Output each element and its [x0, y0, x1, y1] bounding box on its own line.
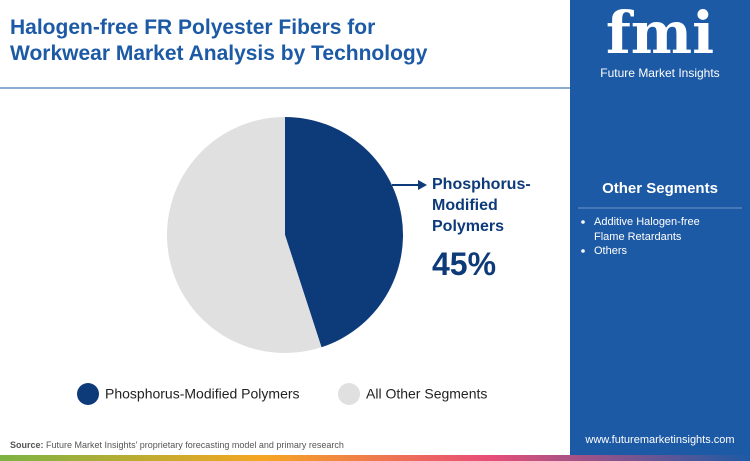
legend-label: Phosphorus-Modified Polymers	[105, 386, 300, 402]
source: Source: Future Market Insights' propriet…	[10, 440, 344, 450]
legend-swatch	[338, 383, 360, 405]
source-label: Source:	[10, 440, 44, 450]
source-text: Future Market Insights' proprietary fore…	[46, 440, 344, 450]
bullet	[581, 249, 585, 253]
side-panel	[570, 0, 750, 461]
callout-arrowhead	[418, 180, 427, 190]
callout-value: 45%	[432, 246, 497, 282]
brand-name: Future Market Insights	[600, 66, 719, 80]
panel-item: Additive Halogen-free Flame Retardants	[594, 216, 700, 243]
logo: fmi	[606, 0, 714, 67]
panel-item: Others	[594, 245, 628, 257]
footer-stripe	[0, 455, 750, 461]
chart-title: Halogen-free FR Polyester Fibers for Work…	[10, 16, 428, 65]
panel-heading: Other Segments	[602, 180, 718, 197]
bullet	[581, 220, 585, 224]
callout-label: Phosphorus-Modified Polymers	[432, 176, 531, 235]
legend-swatch	[77, 383, 99, 405]
pie-slice	[285, 117, 403, 348]
website: www.futuremarketinsights.com	[584, 434, 734, 446]
pie-slice	[166, 117, 322, 354]
legend-label: All Other Segments	[366, 386, 487, 402]
